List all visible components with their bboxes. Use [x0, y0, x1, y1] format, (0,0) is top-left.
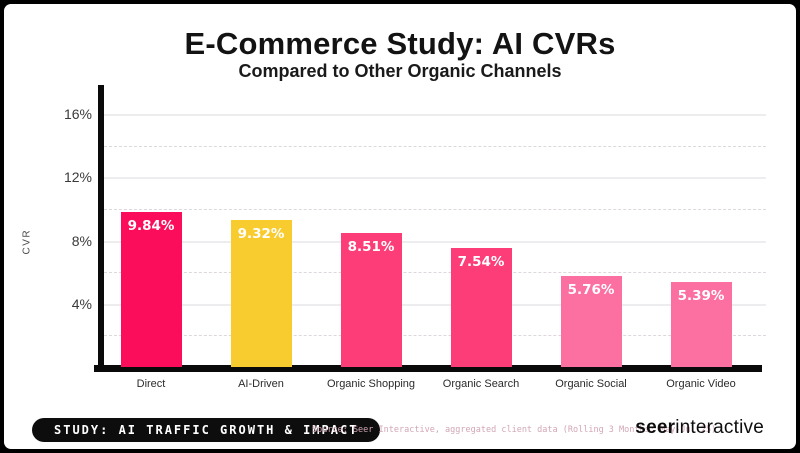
- y-tick-label: 4%: [71, 295, 92, 312]
- y-tick-label: 16%: [63, 106, 92, 123]
- x-axis-label: Organic Shopping: [326, 378, 416, 390]
- gridline-minor: [104, 272, 766, 274]
- bar-organic-video: 5.39%: [670, 281, 732, 367]
- bar-value-label: 9.84%: [127, 217, 175, 234]
- source-text: Source: Seer Interactive, aggregated cli…: [312, 425, 717, 435]
- gridline-minor: [104, 335, 766, 337]
- x-axis-label: Organic Video: [666, 378, 736, 390]
- gridline-major: [104, 303, 766, 306]
- logo-regular-part: interactive: [675, 417, 764, 438]
- gridline-major: [104, 177, 766, 180]
- bar-organic-social: 5.76%: [560, 275, 622, 367]
- y-tick-label: 8%: [71, 232, 92, 249]
- x-axis-label: AI-Driven: [238, 378, 284, 390]
- y-tick-label: 12%: [63, 169, 92, 186]
- study-badge: STUDY: AI TRAFFIC GROWTH & IMPACT: [32, 418, 381, 442]
- y-axis-title: CVR: [21, 228, 33, 255]
- seer-interactive-logo: seerinteractive: [635, 417, 764, 439]
- x-axis-label: Organic Social: [555, 378, 627, 390]
- x-axis-label: Direct: [136, 378, 166, 390]
- gridline-minor: [104, 145, 766, 147]
- bar-value-label: 8.51%: [347, 238, 395, 255]
- bar-value-label: 5.39%: [677, 287, 725, 304]
- bar-organic-shopping: 8.51%: [340, 232, 402, 367]
- bar-chart: CVR 4% 8% 12% 16% 9.84% Direct 9.32% AI-Driven 8…: [4, 4, 796, 449]
- bar-ai-driven: 9.32%: [230, 219, 292, 367]
- page-title: E-Commerce Study: AI CVRs: [184, 26, 616, 61]
- bar-value-label: 7.54%: [457, 253, 505, 270]
- bar-direct: 9.84%: [120, 211, 182, 367]
- gridline-minor: [104, 209, 766, 210]
- page-subtitle: Compared to Other Organic Channels: [238, 61, 562, 81]
- y-axis-line: [98, 85, 104, 371]
- infographic-card: E-Commerce Study: AI CVRs Compared to Ot…: [4, 4, 796, 449]
- logo-bold-part: seer: [635, 417, 676, 438]
- bar-value-label: 5.76%: [567, 281, 615, 298]
- gridline-major: [104, 240, 766, 243]
- x-axis-label: Organic Search: [442, 378, 520, 390]
- gridline-major: [104, 114, 766, 117]
- bar-organic-search: 7.54%: [450, 247, 512, 367]
- bar-value-label: 9.32%: [237, 225, 285, 242]
- x-axis-line: [94, 365, 762, 372]
